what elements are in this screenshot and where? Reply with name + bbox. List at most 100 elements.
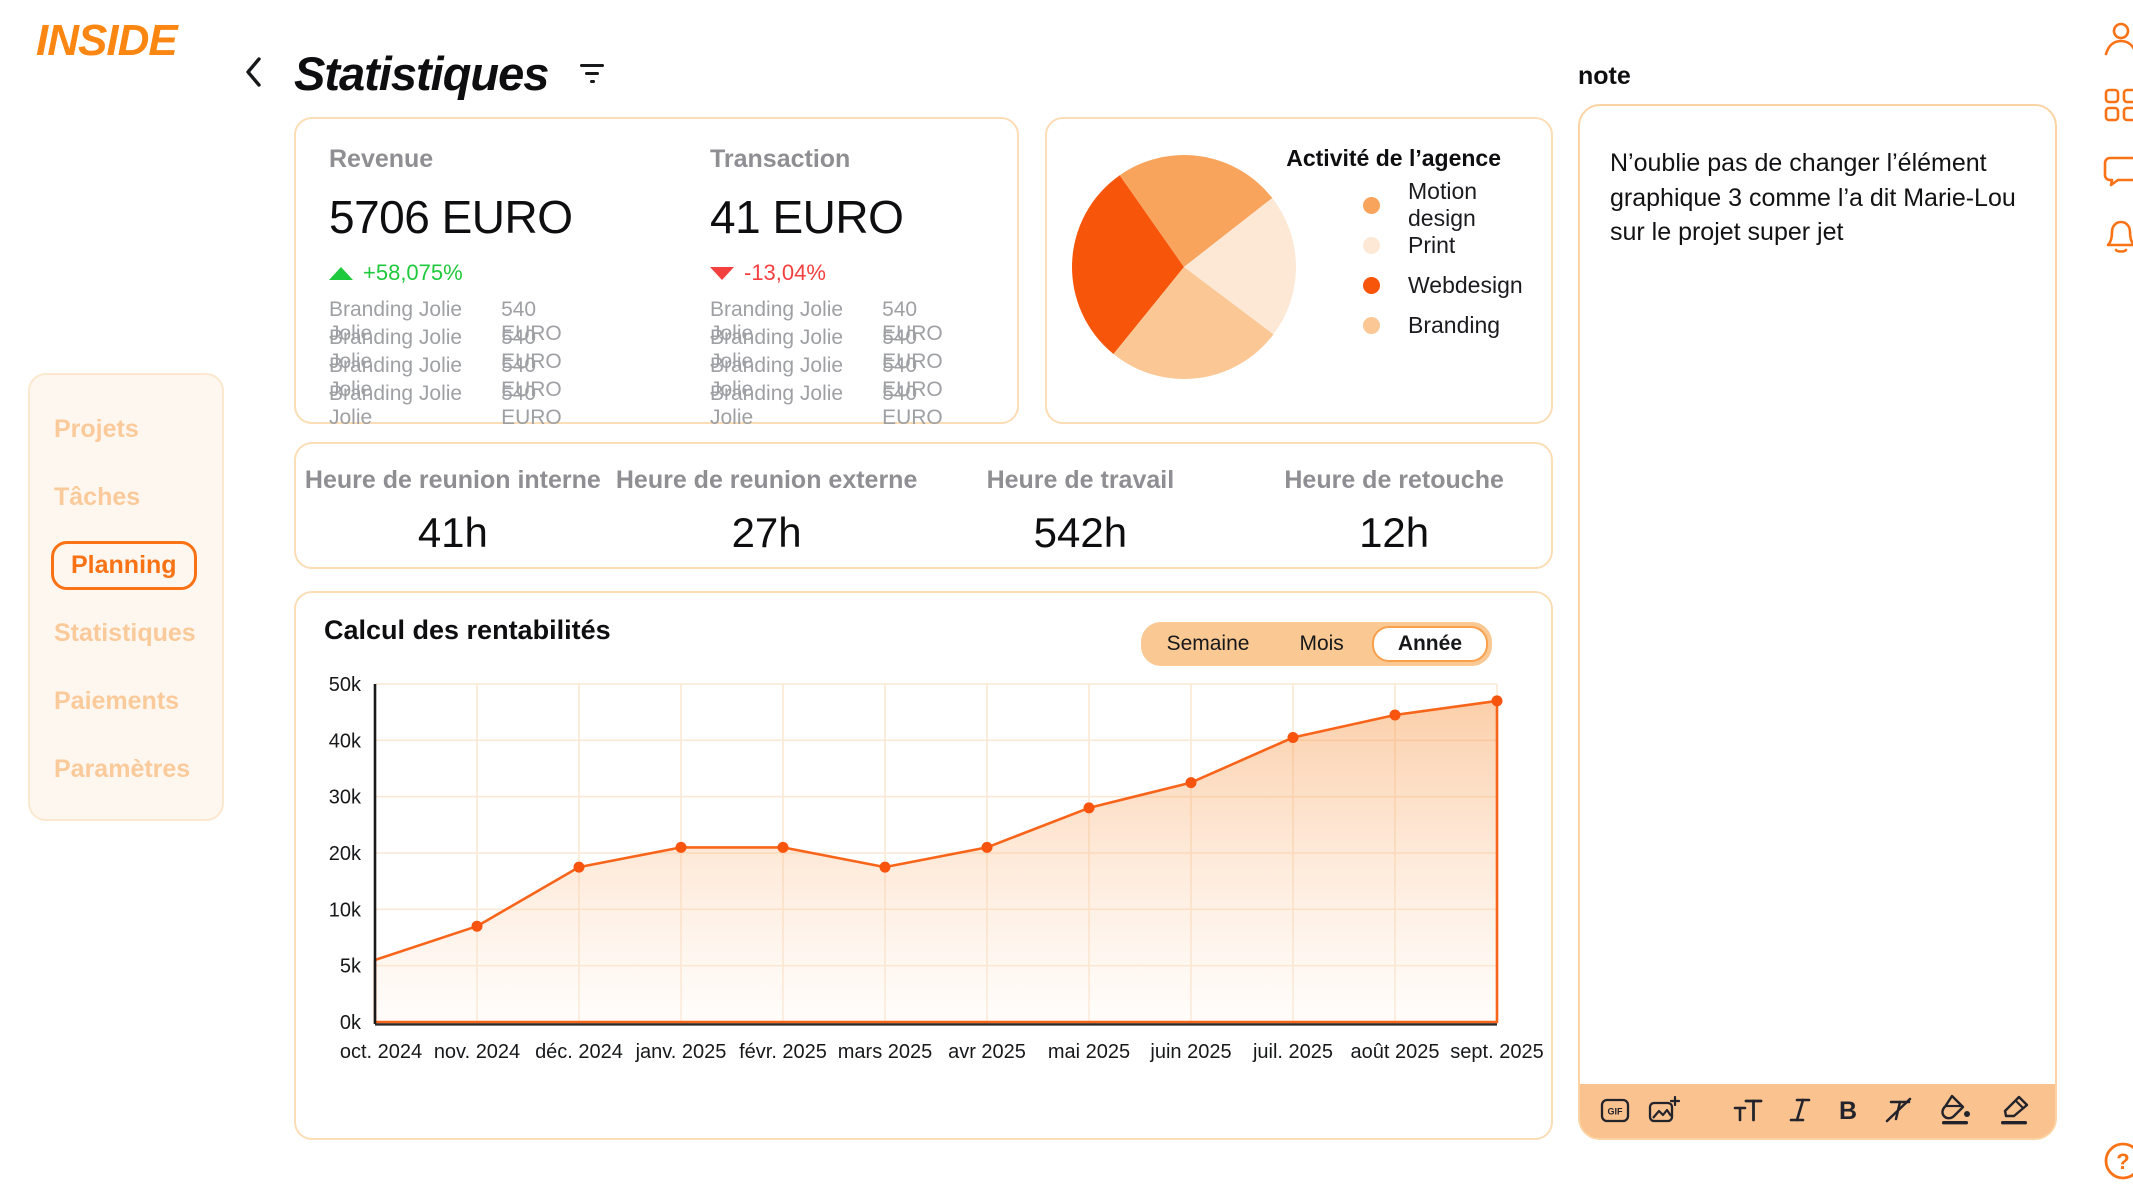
user-icon <box>2102 22 2133 61</box>
svg-text:GIF: GIF <box>1608 1106 1624 1116</box>
transaction-trend-text: -13,04% <box>744 260 826 285</box>
page-title: Statistiques <box>294 47 549 100</box>
pie-slice <box>1071 175 1184 355</box>
data-point <box>471 920 483 932</box>
messages-button[interactable] <box>2102 152 2133 190</box>
y-tick-label: 10k <box>329 899 362 921</box>
highlighter-icon <box>1997 1094 2031 1129</box>
bold-button[interactable]: B <box>1836 1095 1860 1128</box>
x-tick-label: août 2025 <box>1351 1041 1440 1063</box>
x-tick-label: juin 2025 <box>1149 1041 1231 1063</box>
activity-pie-chart <box>1071 154 1296 379</box>
legend-item: Branding <box>1363 305 1551 345</box>
y-tick-label: 20k <box>329 843 362 865</box>
x-tick-label: févr. 2025 <box>739 1041 827 1063</box>
revenue-label: Revenue <box>329 145 434 173</box>
data-point <box>777 841 789 853</box>
table-row: Branding Jolie Jolie 540 EURO <box>710 382 943 429</box>
sidebar-item-label: Paiements <box>54 686 180 715</box>
right-icon-rail <box>2102 20 2133 256</box>
y-tick-label: 50k <box>329 674 362 696</box>
hours-summary-card: Heure de reunion interne 41h Heure de re… <box>294 442 1553 569</box>
gif-icon: GIF <box>1600 1095 1630 1128</box>
insert-gif-button[interactable]: GIF <box>1600 1095 1630 1128</box>
chevron-left-icon <box>244 55 264 92</box>
sidebar-item-label: Paramètres <box>54 754 191 783</box>
profitability-title: Calcul des rentabilités <box>324 615 611 645</box>
profile-button[interactable] <box>2102 20 2133 58</box>
sidebar-item-planning[interactable]: Planning <box>30 531 222 599</box>
help-icon: ? <box>2102 1142 2133 1185</box>
sidebar-item-taches[interactable]: Tâches <box>30 463 222 531</box>
table-row: Branding Jolie Jolie 540 EURO <box>329 298 562 345</box>
data-point <box>675 841 687 853</box>
table-row: Branding Jolie Jolie 540 EURO <box>710 326 943 373</box>
table-row: Branding Jolie Jolie 540 EURO <box>710 298 943 345</box>
legend-item: Webdesign <box>1363 265 1551 305</box>
revenue-rows: Branding Jolie Jolie 540 EURO Branding Jo… <box>329 298 597 429</box>
italic-button[interactable] <box>1787 1095 1813 1128</box>
revenue-trend-text: +58,075% <box>363 260 463 285</box>
revenue-transaction-card: Revenue 5706 EURO +58,075% Branding Joli… <box>294 117 1019 429</box>
dashboard-button[interactable] <box>2102 86 2133 124</box>
hours-col-retouche: Heure de retouche 12h <box>1284 466 1504 556</box>
app-logo: INSIDE <box>36 16 178 65</box>
legend-dot <box>1363 236 1380 254</box>
revenue-column: Revenue 5706 EURO +58,075% Branding Joli… <box>329 119 597 429</box>
apps-grid-icon <box>2102 88 2133 127</box>
data-point <box>981 841 993 853</box>
back-button[interactable] <box>240 51 268 96</box>
fill-color-button[interactable] <box>1938 1094 1974 1129</box>
toggle-option-mois[interactable]: Mois <box>1299 632 1344 655</box>
text-size-button[interactable] <box>1732 1095 1764 1128</box>
data-point <box>1083 802 1095 814</box>
clear-formatting-icon <box>1883 1095 1915 1128</box>
x-tick-label: mars 2025 <box>838 1041 933 1063</box>
data-point <box>1287 732 1299 743</box>
page-header: Statistiques <box>240 46 610 101</box>
clear-format-button[interactable] <box>1883 1095 1915 1128</box>
filter-button[interactable] <box>574 58 610 89</box>
paint-bucket-icon <box>1938 1094 1974 1129</box>
highlight-button[interactable] <box>1997 1094 2031 1129</box>
text-size-icon <box>1732 1095 1764 1128</box>
sidebar-item-statistiques[interactable]: Statistiques <box>30 599 222 667</box>
legend-item: Motion design <box>1363 178 1551 231</box>
activity-legend: Motion design Print Webdesign Branding <box>1363 178 1551 345</box>
legend-item: Print <box>1363 225 1551 265</box>
sidebar-item-projets[interactable]: Projets <box>30 395 222 463</box>
y-tick-label: 5k <box>340 956 362 978</box>
notifications-button[interactable] <box>2102 218 2133 256</box>
note-toolbar: GIF B <box>1580 1084 2055 1138</box>
transaction-rows: Branding Jolie Jolie 540 EURO Branding Jo… <box>710 298 978 429</box>
x-tick-label: oct. 2024 <box>340 1041 422 1063</box>
agency-activity-title: Activité de l’agence <box>1286 145 1501 171</box>
table-row: Branding Jolie Jolie 540 EURO <box>329 382 562 429</box>
sidebar-item-parametres[interactable]: Paramètres <box>30 735 222 803</box>
filter-icon <box>580 64 605 83</box>
sidebar-item-label: Projets <box>54 414 139 443</box>
bell-icon <box>2102 220 2133 259</box>
svg-text:?: ? <box>2116 1149 2129 1174</box>
legend-dot <box>1363 316 1380 334</box>
revenue-value: 5706 EURO <box>329 191 573 243</box>
hours-col-reunion-externe: Heure de reunion externe 27h <box>615 466 918 556</box>
x-tick-label: nov. 2024 <box>434 1041 520 1063</box>
help-button[interactable]: ? <box>2102 1140 2133 1185</box>
x-tick-label: sept. 2025 <box>1450 1041 1543 1063</box>
toggle-option-annee[interactable]: Année <box>1371 626 1488 662</box>
x-tick-label: juil. 2025 <box>1252 1041 1333 1063</box>
chat-icon <box>2102 156 2133 193</box>
note-body[interactable]: N’oublie pas de changer l’élément graphi… <box>1610 149 2016 246</box>
image-add-icon <box>1648 1095 1681 1128</box>
y-tick-label: 40k <box>329 730 362 752</box>
data-point <box>1389 709 1401 721</box>
sidebar-item-label: Statistiques <box>54 618 196 647</box>
period-toggle: Semaine Mois Année <box>1140 622 1492 666</box>
legend-dot <box>1363 196 1380 214</box>
italic-icon <box>1787 1095 1813 1128</box>
toggle-option-semaine[interactable]: Semaine <box>1166 632 1250 655</box>
sidebar-item-paiements[interactable]: Paiements <box>30 667 222 735</box>
pie-slice <box>1184 198 1296 335</box>
insert-image-button[interactable] <box>1648 1095 1681 1128</box>
